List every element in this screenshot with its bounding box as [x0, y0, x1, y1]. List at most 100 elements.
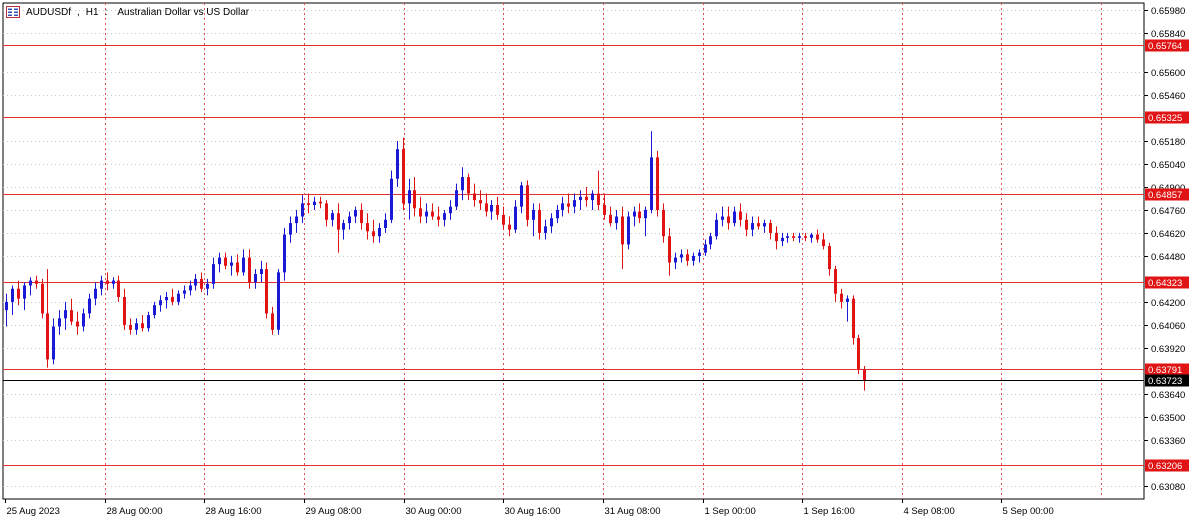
bull-candle[interactable]: [354, 209, 357, 217]
bull-candle[interactable]: [11, 288, 14, 302]
bear-candle[interactable]: [248, 257, 251, 283]
bear-candle[interactable]: [473, 193, 476, 201]
bear-candle[interactable]: [496, 205, 499, 215]
bear-candle[interactable]: [775, 232, 778, 242]
bear-candle[interactable]: [834, 269, 837, 294]
bear-candle[interactable]: [857, 338, 860, 370]
bull-candle[interactable]: [544, 226, 547, 233]
bull-candle[interactable]: [781, 237, 784, 242]
bear-candle[interactable]: [325, 203, 328, 220]
bear-candle[interactable]: [171, 296, 174, 302]
bull-candle[interactable]: [615, 216, 618, 224]
bull-candle[interactable]: [283, 234, 286, 273]
bull-candle[interactable]: [715, 219, 718, 237]
bull-candle[interactable]: [159, 300, 162, 306]
bull-candle[interactable]: [348, 216, 351, 224]
bull-candle[interactable]: [650, 157, 653, 210]
bull-candle[interactable]: [189, 285, 192, 291]
bear-candle[interactable]: [271, 313, 274, 330]
bull-candle[interactable]: [579, 196, 582, 201]
bear-candle[interactable]: [739, 211, 742, 220]
bull-candle[interactable]: [94, 288, 97, 299]
bear-candle[interactable]: [413, 190, 416, 209]
bull-candle[interactable]: [810, 234, 813, 238]
bull-candle[interactable]: [846, 298, 849, 302]
bear-candle[interactable]: [236, 262, 239, 273]
bull-candle[interactable]: [301, 203, 304, 217]
bear-candle[interactable]: [638, 211, 641, 219]
bear-candle[interactable]: [769, 223, 772, 233]
bear-candle[interactable]: [597, 193, 600, 206]
bear-candle[interactable]: [106, 280, 109, 284]
bull-candle[interactable]: [425, 211, 428, 217]
bull-candle[interactable]: [194, 278, 197, 286]
bull-candle[interactable]: [313, 201, 316, 206]
bull-candle[interactable]: [633, 211, 636, 217]
bear-candle[interactable]: [585, 196, 588, 201]
chart-menu-icon[interactable]: [6, 6, 20, 18]
bull-candle[interactable]: [455, 190, 458, 207]
bull-candle[interactable]: [64, 310, 67, 319]
bear-candle[interactable]: [822, 239, 825, 247]
bull-candle[interactable]: [82, 313, 85, 327]
bear-candle[interactable]: [366, 223, 369, 232]
bear-candle[interactable]: [224, 257, 227, 266]
bull-candle[interactable]: [692, 255, 695, 261]
bear-candle[interactable]: [319, 201, 322, 204]
bear-candle[interactable]: [804, 236, 807, 238]
bear-candle[interactable]: [502, 214, 505, 225]
bull-candle[interactable]: [112, 280, 115, 284]
bull-candle[interactable]: [212, 264, 215, 284]
bull-candle[interactable]: [396, 149, 399, 179]
bear-candle[interactable]: [727, 216, 730, 224]
bull-candle[interactable]: [550, 218, 553, 227]
bull-candle[interactable]: [183, 290, 186, 294]
bull-candle[interactable]: [390, 178, 393, 220]
bear-candle[interactable]: [479, 200, 482, 204]
bear-candle[interactable]: [337, 213, 340, 230]
bull-candle[interactable]: [342, 223, 345, 230]
bull-candle[interactable]: [58, 318, 61, 327]
bull-candle[interactable]: [88, 298, 91, 314]
bear-candle[interactable]: [828, 246, 831, 270]
bear-candle[interactable]: [141, 323, 144, 329]
bear-candle[interactable]: [609, 214, 612, 224]
bull-candle[interactable]: [556, 209, 559, 219]
bear-candle[interactable]: [200, 278, 203, 289]
bull-candle[interactable]: [532, 209, 535, 220]
bull-candle[interactable]: [384, 219, 387, 229]
bull-candle[interactable]: [165, 296, 168, 301]
bull-candle[interactable]: [644, 209, 647, 219]
bear-candle[interactable]: [792, 236, 795, 238]
bull-candle[interactable]: [230, 262, 233, 266]
bear-candle[interactable]: [46, 313, 49, 360]
bull-candle[interactable]: [242, 257, 245, 273]
bear-candle[interactable]: [117, 280, 120, 297]
bear-candle[interactable]: [757, 223, 760, 227]
bull-candle[interactable]: [378, 228, 381, 237]
bear-candle[interactable]: [41, 283, 44, 314]
bull-candle[interactable]: [709, 236, 712, 245]
bull-candle[interactable]: [260, 269, 263, 274]
bear-candle[interactable]: [76, 321, 79, 327]
bear-candle[interactable]: [35, 280, 38, 284]
bull-candle[interactable]: [177, 293, 180, 302]
bear-candle[interactable]: [419, 208, 422, 217]
bear-candle[interactable]: [265, 269, 268, 314]
bear-candle[interactable]: [603, 205, 606, 215]
bull-candle[interactable]: [153, 305, 156, 316]
bull-candle[interactable]: [449, 206, 452, 214]
bear-candle[interactable]: [538, 209, 541, 233]
bear-candle[interactable]: [686, 254, 689, 261]
bull-candle[interactable]: [443, 213, 446, 220]
bull-candle[interactable]: [147, 315, 150, 329]
bear-candle[interactable]: [567, 203, 570, 207]
bull-candle[interactable]: [100, 280, 103, 289]
bull-candle[interactable]: [29, 280, 32, 286]
bear-candle[interactable]: [123, 296, 126, 325]
bear-candle[interactable]: [863, 369, 866, 381]
bear-candle[interactable]: [662, 209, 665, 237]
bear-candle[interactable]: [621, 216, 624, 245]
